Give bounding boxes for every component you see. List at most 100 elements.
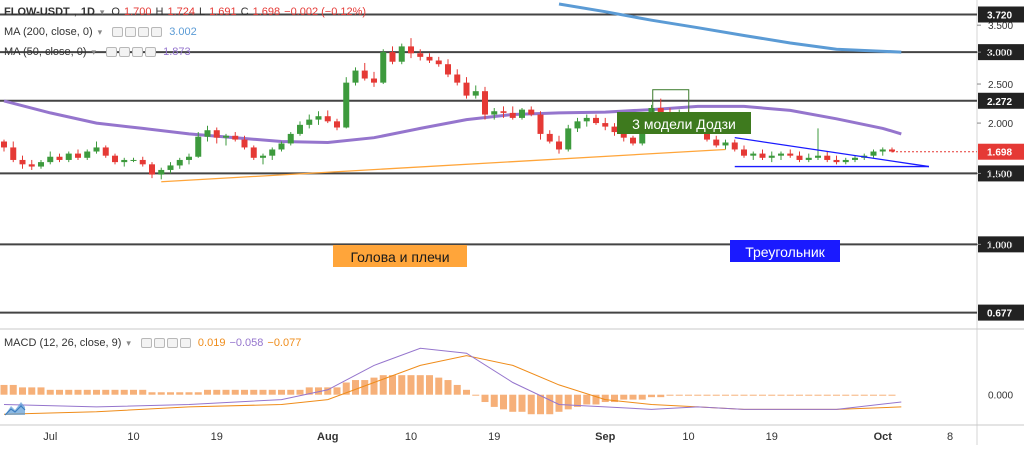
chevron-down-icon[interactable]: ▾	[99, 6, 105, 17]
low-label: L	[199, 6, 206, 18]
candle-body	[324, 116, 331, 122]
macd-histogram-bar	[352, 380, 359, 395]
x-tick-label: 10	[682, 431, 694, 443]
macd-histogram-bar	[370, 377, 378, 395]
macd-histogram-bar	[453, 384, 461, 395]
candle-body	[398, 46, 405, 62]
price-level-badge	[978, 236, 1024, 253]
macd-histogram-bar	[444, 380, 452, 395]
more-icon[interactable]	[179, 338, 191, 348]
x-tick-label: Jul	[43, 431, 57, 443]
candle-body	[657, 108, 664, 113]
candle-body	[787, 153, 794, 156]
candle-body	[65, 153, 72, 160]
tradingview-logo-icon[interactable]	[4, 397, 26, 417]
close-icon[interactable]	[166, 338, 178, 348]
candle-body	[28, 164, 35, 167]
candle-body	[852, 157, 858, 160]
candle-body	[204, 130, 211, 137]
x-tick-label: 10	[127, 431, 139, 443]
macd-histogram-bar	[46, 389, 54, 395]
macd-histogram-bar	[83, 389, 91, 395]
candle-body	[722, 142, 729, 146]
macd-histogram-bar	[638, 394, 646, 400]
macd-histogram-bar	[185, 392, 193, 395]
interval-label[interactable]: 1D	[80, 6, 95, 18]
settings-icon[interactable]	[119, 47, 131, 57]
more-icon[interactable]	[151, 27, 163, 37]
macd-histogram-bar	[361, 380, 369, 395]
macd-histogram-bar	[731, 394, 739, 396]
close-icon[interactable]	[132, 47, 144, 57]
high-label: H	[155, 6, 164, 18]
candle-body	[768, 155, 775, 158]
settings-icon[interactable]	[153, 338, 165, 348]
x-tick-label: 19	[488, 431, 500, 443]
macd-histogram-bar	[527, 394, 535, 415]
macd-histogram-bar	[426, 375, 433, 395]
macd-histogram-bar	[324, 387, 332, 395]
candle-body	[121, 159, 128, 163]
price-level-badge	[978, 304, 1024, 321]
macd-histogram-bar	[546, 394, 554, 415]
candle-body	[408, 46, 414, 54]
chevron-down-icon[interactable]: ▾	[126, 337, 131, 348]
settings-icon[interactable]	[125, 27, 137, 37]
candle-body	[1, 141, 7, 148]
candle-body	[19, 159, 26, 165]
macd-histogram-bar	[666, 394, 674, 396]
macd-histogram-bar	[213, 389, 221, 395]
macd-histogram-bar	[768, 394, 776, 396]
candle-body	[287, 133, 294, 144]
y-tick-label: 1.500	[988, 169, 1013, 180]
macd-line-value: −0.058	[229, 337, 264, 349]
candle-body	[778, 153, 784, 156]
ma200-value: 3.002	[169, 26, 197, 38]
candle-body	[195, 136, 202, 157]
price-level-badge	[978, 6, 1024, 23]
price-level-label: 3.720	[987, 10, 1012, 21]
candle-body	[149, 164, 155, 175]
close-icon[interactable]	[138, 27, 150, 37]
chevron-down-icon[interactable]: ▾	[97, 26, 103, 37]
macd-histogram-bar	[194, 392, 202, 395]
macd-histogram-bar	[657, 394, 665, 398]
candle-body	[426, 56, 433, 61]
candle-body	[158, 169, 165, 175]
macd-hist-value: 0.019	[197, 337, 226, 349]
macd-histogram-bar	[814, 394, 822, 396]
candle-body	[380, 52, 387, 83]
y-tick-label: 3.500	[988, 21, 1013, 32]
candle-body	[519, 109, 525, 118]
symbol-label[interactable]: FLOW-USDT	[4, 6, 70, 18]
candle-body	[833, 159, 840, 163]
macd-line	[3, 347, 902, 410]
candle-body	[297, 124, 303, 134]
price-level-label: 0.677	[987, 309, 1012, 320]
macd-histogram-bar	[278, 389, 285, 395]
eye-icon[interactable]	[106, 47, 118, 57]
candle-body	[269, 149, 276, 156]
candle-body	[435, 60, 442, 65]
candle-body	[574, 121, 581, 129]
macd-histogram-bar	[518, 394, 526, 412]
candle-body	[38, 162, 44, 167]
candle-body	[842, 159, 849, 163]
macd-histogram-bar	[601, 394, 609, 403]
more-icon[interactable]	[145, 47, 157, 57]
macd-histogram-bar	[333, 387, 341, 395]
indicator-controls	[106, 47, 157, 57]
y-tick-label: 2.500	[988, 80, 1013, 91]
macd-histogram-bar	[648, 394, 655, 398]
candle-body	[639, 132, 646, 144]
macd-histogram-bar	[204, 389, 211, 395]
eye-icon[interactable]	[140, 338, 152, 348]
candle-body	[583, 117, 590, 122]
eye-icon[interactable]	[112, 27, 124, 37]
candle-body	[472, 91, 479, 96]
price-level-badge	[978, 44, 1024, 61]
macd-histogram-bar	[305, 387, 313, 395]
macd-histogram-bar	[379, 375, 387, 395]
candle-body	[306, 119, 313, 125]
chevron-down-icon[interactable]: ▾	[91, 46, 97, 57]
